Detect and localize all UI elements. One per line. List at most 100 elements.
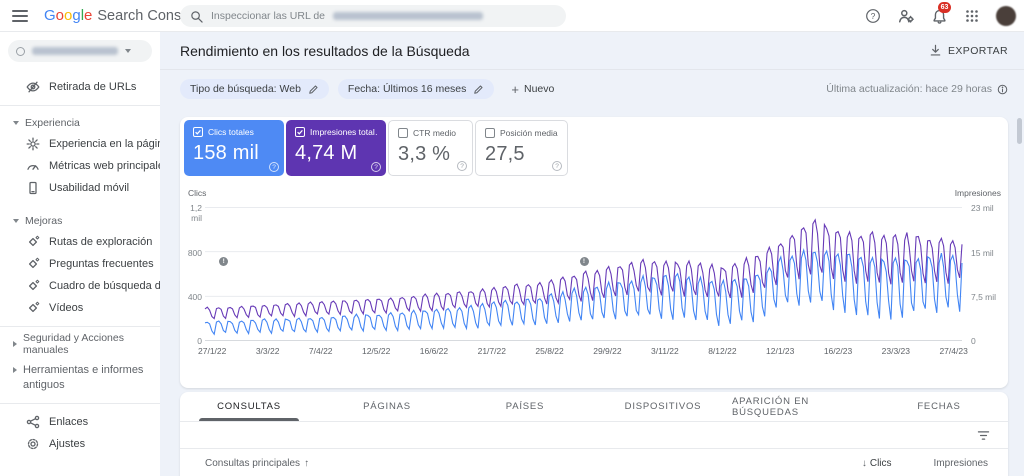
sidebar-item-preguntas-frecuentes[interactable]: Preguntas frecuentes (0, 253, 160, 275)
x-axis-tick: 7/4/22 (308, 346, 333, 356)
sidebar-item-enviar-comentarios[interactable]: Enviar comentarios (0, 471, 160, 476)
notifications-button[interactable]: 63 (930, 2, 951, 25)
sidebar-item-ajustes[interactable]: Ajustes (0, 433, 160, 455)
sidebar-item-videos[interactable]: Vídeos (0, 297, 160, 319)
apps-grid-icon[interactable] (963, 7, 981, 25)
metric-tile-ctr[interactable]: CTR medio 3,3 % ? (388, 120, 473, 176)
metric-tile-impresiones[interactable]: Impresiones total… 4,74 M ? (286, 120, 386, 176)
notification-badge: 63 (938, 2, 951, 13)
checkbox-checked-icon[interactable] (295, 127, 305, 137)
filter-bar: Tipo de búsqueda: Web Fecha: Últimos 16 … (180, 78, 1008, 100)
app-logo[interactable]: Google Search Console (44, 7, 201, 24)
section-seguridad[interactable]: Seguridad y Acciones manuales (0, 332, 160, 356)
help-badge-icon[interactable]: ? (457, 161, 467, 171)
section-experiencia[interactable]: Experiencia (0, 113, 160, 133)
hamburger-menu-icon[interactable] (12, 9, 28, 22)
info-icon[interactable] (997, 84, 1008, 95)
topbar: Google Search Console Inspeccionar las U… (0, 0, 1024, 32)
section-label: Experiencia (25, 117, 80, 129)
performance-chart[interactable] (204, 207, 963, 341)
metric-tile-clics-totales[interactable]: Clics totales 158 mil ? (184, 120, 284, 176)
sidebar-item-enlaces[interactable]: Enlaces (0, 411, 160, 433)
tab-dispositivos[interactable]: DISPOSITIVOS (624, 401, 702, 412)
sidebar-item-label: Vídeos (49, 302, 84, 314)
x-axis-tick: 16/2/23 (823, 346, 853, 356)
sidebar-item-label: Ajustes (49, 437, 86, 450)
page-experience-icon (26, 137, 40, 151)
y-axis-tick: 800 (187, 247, 202, 258)
sidebar-item-retirada-urls[interactable]: Retirada de URLs (0, 76, 160, 98)
export-button[interactable]: EXPORTAR (929, 44, 1008, 57)
sidebar: Retirada de URLs Experiencia Experiencia… (0, 32, 176, 476)
url-inspection-input[interactable]: Inspeccionar las URL de (180, 5, 566, 27)
metric-value: 3,3 % (398, 143, 451, 165)
x-axis-tick: 12/5/22 (361, 346, 391, 356)
sidebar-item-experiencia-pagina[interactable]: Experiencia en la página (0, 133, 169, 155)
gear-icon (27, 438, 39, 449)
help-badge-icon[interactable]: ? (552, 161, 562, 171)
last-update: Última actualización: hace 29 horas (826, 83, 1008, 95)
divider (0, 402, 160, 404)
column-consultas-principales[interactable]: Consultas principales ↑ (205, 458, 309, 469)
divider (0, 105, 160, 106)
sidebar-item-rutas-exploracion[interactable]: Rutas de exploración (0, 231, 160, 253)
eye-off-icon (26, 81, 40, 93)
help-badge-icon[interactable]: ? (269, 162, 279, 172)
speedometer-icon (27, 165, 39, 170)
dimensions-panel: CONSULTAS PÁGINAS PAÍSES DISPOSITIVOS AP… (180, 392, 1008, 476)
metric-tile-posicion[interactable]: Posición media 27,5 ? (475, 120, 568, 176)
checkbox-checked-icon[interactable] (193, 127, 203, 137)
column-clics[interactable]: ↓ Clics (862, 458, 892, 469)
help-button[interactable]: ? (864, 7, 882, 25)
tab-consultas[interactable]: CONSULTAS (180, 392, 318, 421)
pencil-icon (309, 84, 318, 94)
pencil-icon (474, 84, 483, 94)
topbar-actions: ? 63 (864, 0, 1016, 32)
tab-aparicion[interactable]: APARICIÓN EN BÚSQUEDAS (732, 395, 809, 418)
sidebar-item-cuadro-busqueda[interactable]: Cuadro de búsqueda de... (0, 275, 176, 297)
filter-chip-search-type[interactable]: Tipo de búsqueda: Web (180, 79, 329, 99)
report-header: Rendimiento en los resultados de la Búsq… (160, 32, 1024, 70)
scrollbar-thumb[interactable] (1017, 118, 1022, 144)
filter-icon[interactable] (977, 430, 990, 441)
metric-label: Clics totales (208, 127, 254, 137)
sidebar-item-usabilidad-movil[interactable]: Usabilidad móvil (0, 177, 160, 199)
google-wordmark: Google (44, 7, 93, 24)
sidebar-item-metricas-web[interactable]: Métricas web principales (0, 155, 169, 177)
chip-label: Tipo de búsqueda: Web (190, 83, 301, 95)
y-axis-tick: 23 mil (971, 203, 994, 213)
chevron-right-icon (13, 341, 17, 347)
dimension-tabs: CONSULTAS PÁGINAS PAÍSES DISPOSITIVOS AP… (180, 392, 1008, 422)
user-settings-button[interactable] (897, 7, 915, 25)
search-placeholder: Inspeccionar las URL de (211, 10, 326, 22)
chevron-down-icon (13, 219, 19, 223)
avatar[interactable] (996, 6, 1016, 26)
x-axis-tick: 16/6/22 (419, 346, 449, 356)
new-filter-button[interactable]: + Nuevo (511, 82, 554, 97)
annotation-marker[interactable]: ! (219, 257, 229, 266)
tab-paginas[interactable]: PÁGINAS (363, 401, 411, 412)
last-update-text: Última actualización: hace 29 horas (826, 83, 992, 95)
tab-paises[interactable]: PAÍSES (505, 401, 545, 412)
enhancement-icon (28, 279, 40, 291)
chip-label: Fecha: Últimos 16 meses (347, 83, 467, 95)
section-label: Herramientas e informes antiguos (23, 364, 144, 391)
tab-fechas[interactable]: FECHAS (917, 401, 961, 412)
sidebar-item-label: Usabilidad móvil (49, 182, 130, 194)
metric-label: Impresiones total… (310, 127, 377, 137)
metric-value: 27,5 (485, 143, 525, 165)
help-badge-icon[interactable]: ? (371, 162, 381, 172)
section-herramientas-antiguas[interactable]: Herramientas e informes antiguos (0, 360, 160, 396)
right-axis-title: Impresiones (954, 188, 1001, 198)
filter-chip-date-range[interactable]: Fecha: Últimos 16 meses (337, 79, 495, 99)
section-mejoras[interactable]: Mejoras (0, 211, 160, 231)
column-impresiones[interactable]: Impresiones (933, 457, 988, 469)
property-selector[interactable] (8, 40, 152, 62)
x-axis-tick: 25/8/22 (535, 346, 564, 356)
sidebar-item-label: Enlaces (49, 415, 89, 428)
annotation-marker[interactable]: ! (579, 257, 589, 266)
checkbox-empty-icon[interactable] (398, 128, 408, 138)
checkbox-empty-icon[interactable] (485, 128, 495, 138)
column-label: Consultas principales (205, 457, 301, 469)
